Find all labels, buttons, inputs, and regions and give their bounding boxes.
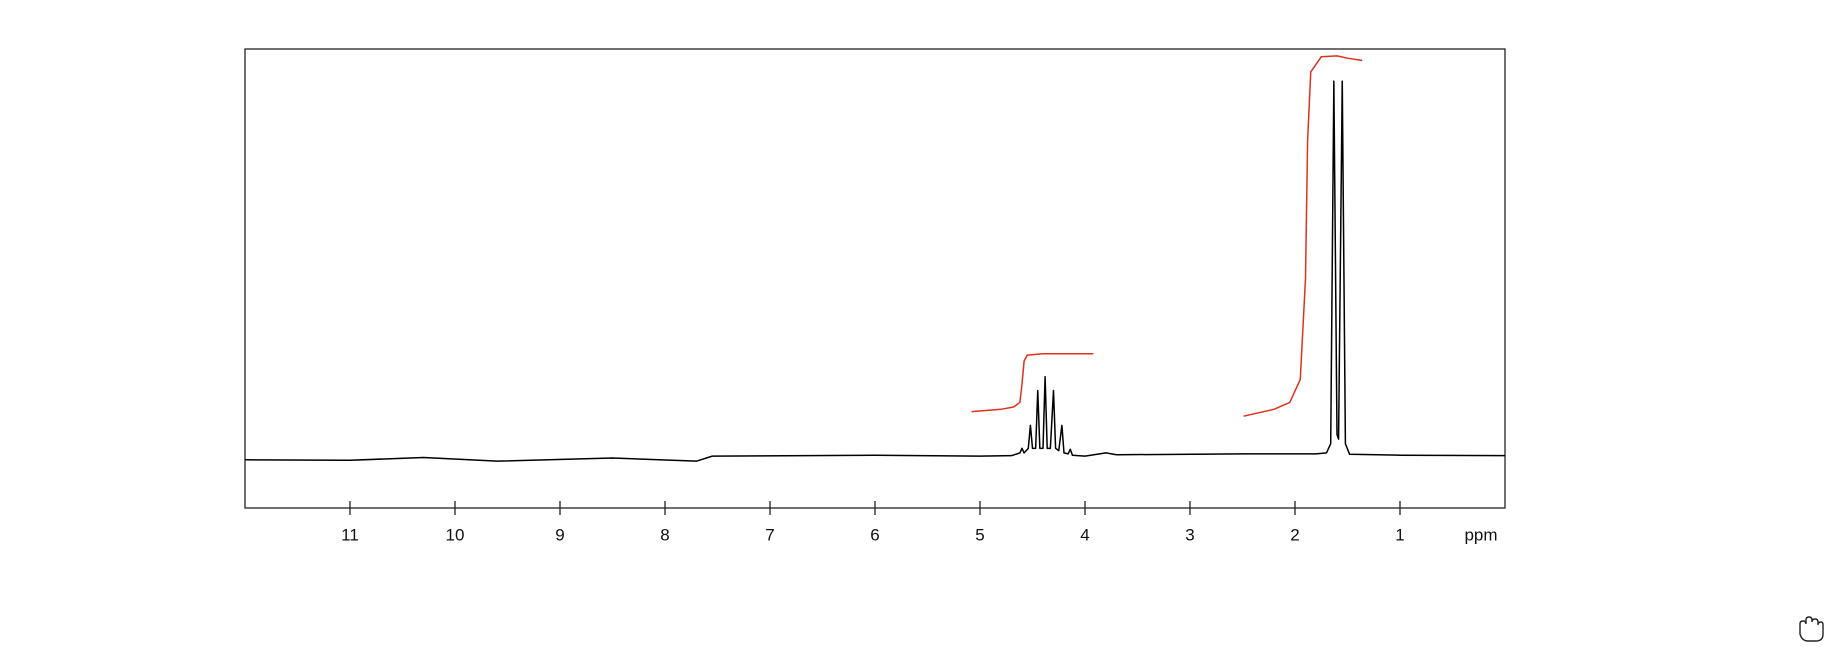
x-axis-label: ppm (1464, 525, 1497, 544)
x-tick-label: 5 (975, 525, 984, 544)
x-tick-label: 11 (341, 525, 359, 544)
x-tick-label: 10 (446, 525, 465, 544)
integral-curve (1243, 55, 1363, 417)
x-tick-label: 6 (870, 525, 879, 544)
plot-frame (244, 48, 1506, 509)
spectrum-line (244, 80, 1506, 462)
hand-cursor (1799, 616, 1824, 642)
integral-curve (971, 353, 1094, 413)
x-tick-label: 4 (1080, 525, 1089, 544)
x-tick-label: 3 (1185, 525, 1194, 544)
x-tick-label: 7 (765, 525, 774, 544)
x-tick-label: 8 (660, 525, 669, 544)
x-tick-label: 1 (1395, 525, 1404, 544)
x-tick-label: 9 (555, 525, 564, 544)
x-tick-label: 2 (1290, 525, 1299, 544)
